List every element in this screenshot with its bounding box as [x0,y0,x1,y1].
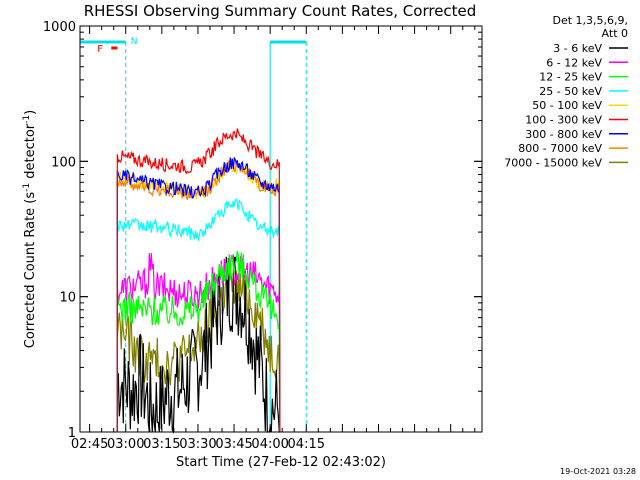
y-axis-label-mid: detector [23,123,38,183]
flare-label: F [97,44,103,55]
x-tick-label-3: 03:30 [179,437,216,452]
legend-label-5: 100 - 300 keV [525,114,602,127]
x-axis-label: Start Time (27-Feb-12 02:43:02) [176,455,386,470]
legend-label-2: 12 - 25 keV [539,71,602,84]
series-line-5 [116,128,281,433]
x-tick-label-1: 03:00 [107,437,144,452]
y-axis: 1 10 100 1000 [43,20,482,441]
y-tick-label-2: 100 [51,155,76,170]
legend-label-4: 50 - 100 keV [532,99,602,112]
y-axis-label-sup2: -1 [22,115,32,124]
series-line-3 [116,198,281,433]
series-line-2 [116,250,281,433]
series-line-1 [116,253,281,433]
legend-title-line-2: Att 0 [602,27,628,40]
y-axis-label-end: ) [23,110,38,115]
y-axis-label-main: Corrected Count Rate (s [23,192,38,349]
y-tick-label-3: 1000 [43,20,76,35]
x-tick-label-6: 04:15 [288,437,325,452]
series-line-0 [116,256,280,435]
night-label-0: N [131,37,138,47]
legend-label-0: 3 - 6 keV [553,42,602,55]
plot-area: NF [79,37,307,435]
plot-frame [79,25,483,433]
legend-label-3: 25 - 50 keV [539,85,602,98]
timestamp: 19-Oct-2021 03:28 [560,467,636,476]
x-tick-label-4: 03:45 [215,437,252,452]
legend-label-1: 6 - 12 keV [546,56,602,69]
legend-title-line-1: Det 1,3,5,6,9, [552,14,628,27]
y-tick-label-0: 1 [68,426,76,441]
y-tick-label-1: 10 [59,291,76,306]
legend-label-8: 7000 - 15000 keV [504,156,602,169]
series-line-6 [116,156,281,433]
x-tick-label-0: 02:45 [71,437,108,452]
legend-label-7: 800 - 7000 keV [518,142,602,155]
chart-title: RHESSI Observing Summary Count Rates, Co… [84,2,477,20]
y-axis-label-sup1: -1 [22,183,32,192]
x-tick-label-2: 03:15 [143,437,180,452]
x-tick-label-5: 04:00 [251,437,288,452]
y-axis-label: Corrected Count Rate (s-1 detector-1) [22,110,38,348]
legend-label-6: 300 - 800 keV [525,128,602,141]
